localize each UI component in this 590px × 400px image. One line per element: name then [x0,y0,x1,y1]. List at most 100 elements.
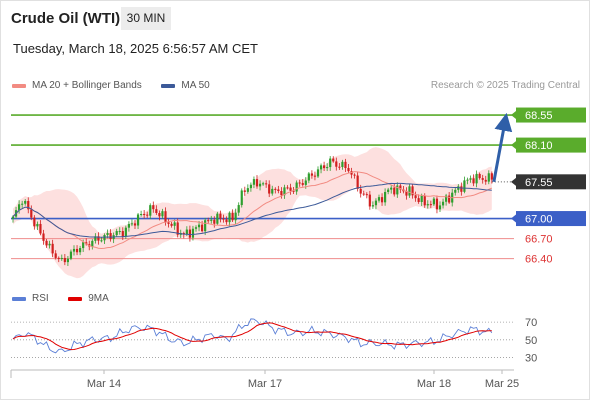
candle-body [448,195,451,203]
candle-body [454,189,457,193]
candle-body [106,233,109,236]
candle-body [359,188,362,194]
candle-body [94,236,97,241]
candle-body [252,179,256,185]
level-label-68.10: 68.10 [525,140,553,152]
candle-body [341,161,344,167]
candle-body [11,216,15,219]
level-label-68.55: 68.55 [525,110,553,122]
level-label-67.00: 67.00 [525,214,553,226]
candle-body [271,188,274,194]
candle-body [466,179,469,181]
candle-body [301,183,304,185]
ma20-bb-swatch [12,83,26,88]
candle-body [130,223,134,225]
research-credit: Research © 2025 Trading Central [430,80,580,91]
timeframe-badge[interactable]: 30 MIN [121,7,171,30]
candle-body [487,173,490,182]
level-label-66.40: 66.40 [525,254,553,266]
time-tick-label: Mar 17 [248,378,282,390]
candle-body [274,188,277,190]
candle-body [338,166,341,168]
projection-arrow [492,112,513,183]
candle-body [60,257,63,259]
candle-body [66,258,69,263]
candle-body [21,203,24,205]
candle-body [27,200,30,210]
rsi-level-label-70: 70 [525,317,537,329]
candle-body [161,211,164,217]
candle-body [344,161,347,169]
candle-body [435,198,439,210]
candle-body [390,187,393,190]
candle-body [432,198,435,205]
candle-body [97,236,100,241]
rsi-swatch [12,297,26,301]
candle-body [72,248,76,252]
candle-body [79,248,82,253]
candle-body [185,229,188,235]
rsi-panel: 70 50 30 [11,317,537,365]
candle-body [399,185,402,190]
candle-body [316,169,320,177]
ma50-line [12,182,492,238]
candle-body [219,213,222,219]
candle-body [191,228,195,238]
candle-body [213,219,216,224]
candle-body [75,248,79,253]
candle-body [91,240,94,247]
candle-body [323,165,326,169]
candle-body [478,173,481,179]
candle-body [18,204,21,211]
time-tick-label: Mar 14 [87,378,121,390]
candle-body [30,209,33,218]
candle-body [286,187,289,189]
candle-body [225,219,228,223]
candle-body [170,223,173,226]
candle-body [140,214,143,216]
candle-body [246,188,249,192]
candle-body [176,222,179,235]
candle-body [197,224,201,228]
candle-body [365,194,368,196]
candle-body [472,178,475,184]
candle-body [368,194,371,207]
candle-body [475,173,478,184]
candle-body [460,186,463,192]
candle-body [146,214,149,216]
candle-body [54,253,57,258]
level-label-66.70: 66.70 [525,234,553,246]
time-axis: Mar 14 Mar 17 Mar 18 Mar 25 [10,369,519,390]
level-box-68.55 [516,107,586,123]
candle-body [265,183,268,185]
rsi-legend: RSI 9MA [12,293,109,304]
candle-body [353,174,356,176]
candle-body [57,257,60,259]
moving-averages [12,112,513,250]
candle-body [304,180,307,185]
candle-body [319,165,323,170]
candle-body [222,218,225,220]
candle-body [262,183,265,185]
candle-body [115,231,118,236]
candle-body [417,198,420,202]
candle-body [173,222,176,226]
candle-body [414,195,417,199]
candle-body [326,167,329,169]
candle-body [429,204,432,206]
candle-body [249,184,252,189]
level-box-67.00 [516,211,586,227]
candle-body [216,213,219,224]
candle-body [387,189,390,192]
candle-body [258,183,262,187]
candle-body [408,186,411,196]
candle-body [423,195,426,206]
candle-body [371,205,374,207]
candle-body [204,220,207,232]
level-box-68.10 [516,137,586,153]
candle-body [405,191,408,196]
timestamp: Tuesday, March 18, 2025 6:56:57 AM CET [13,41,258,56]
rsi-level-label-30: 30 [525,353,537,365]
ma50-label: MA 50 [181,80,210,91]
